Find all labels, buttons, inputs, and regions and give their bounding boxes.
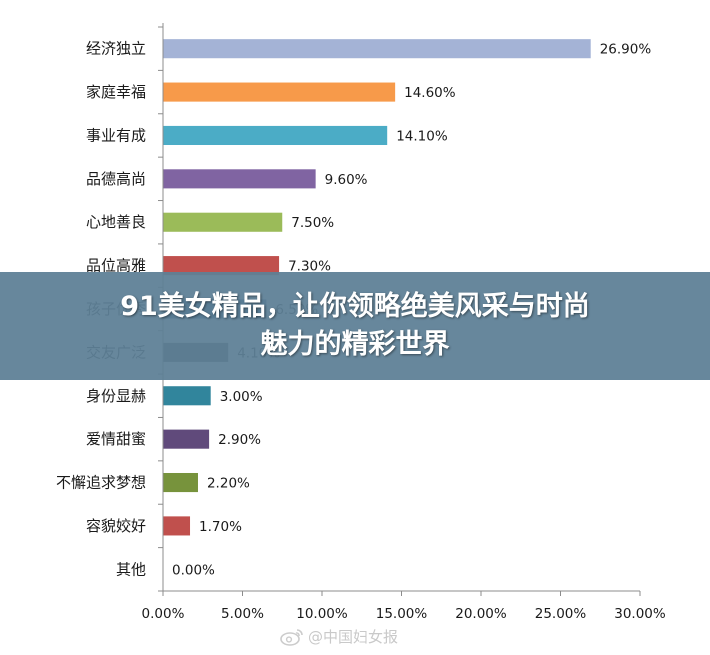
category-label: 经济独立 [86, 40, 146, 58]
watermark-text: @中国妇女报 [308, 628, 399, 646]
value-label: 26.90% [600, 42, 652, 58]
value-label: 7.30% [288, 259, 331, 275]
value-label: 3.00% [220, 389, 263, 405]
value-label: 2.90% [218, 432, 261, 448]
value-labels: 26.90%14.60%14.10%9.60%7.50%7.30%6.50%4.… [172, 42, 651, 579]
category-label: 爱情甜蜜 [86, 430, 146, 448]
value-label: 14.10% [396, 128, 448, 144]
category-label: 心地善良 [86, 213, 146, 231]
value-label: 9.60% [325, 172, 368, 188]
bar [163, 516, 191, 536]
category-label: 其他 [116, 560, 146, 578]
value-label: 7.50% [291, 215, 334, 231]
banner-line-2: 魅力的精彩世界 [260, 329, 450, 360]
category-label: 家庭幸福 [86, 83, 146, 101]
value-label: 0.00% [172, 562, 215, 578]
bar [163, 472, 198, 493]
bar [163, 82, 396, 102]
x-tick-label: 10.00% [296, 606, 348, 622]
x-tick-label: 30.00% [614, 606, 666, 622]
weibo-icon [280, 628, 303, 646]
x-tick-label: 15.00% [376, 606, 428, 622]
x-tick-label: 25.00% [535, 606, 587, 622]
bar [163, 386, 211, 406]
bar [163, 125, 388, 146]
axes: 0.00% 5.00% 10.00% 15.00% 20.00% 25.00% 30.00% [142, 23, 666, 622]
bar [163, 212, 283, 232]
value-label: 14.60% [404, 85, 456, 101]
x-tick-label: 5.00% [221, 606, 264, 622]
bar [163, 429, 210, 449]
category-label: 不懈追求梦想 [56, 474, 146, 492]
category-label: 容貌姣好 [86, 517, 146, 535]
watermark: @中国妇女报 [280, 626, 398, 647]
bar [163, 39, 591, 59]
title-banner-overlay: 91美女精品，让你领略绝美风采与时尚 魅力的精彩世界 [0, 272, 710, 380]
x-tick-label: 20.00% [455, 606, 507, 622]
category-label: 身份显赫 [86, 387, 146, 405]
bar [163, 169, 316, 189]
x-tick-label: 0.00% [142, 606, 185, 622]
category-label: 品德高尚 [86, 170, 146, 188]
category-label: 品位高雅 [86, 257, 146, 275]
value-label: 1.70% [199, 519, 242, 535]
value-label: 2.20% [207, 476, 250, 492]
bar [163, 256, 280, 276]
banner-line-1: 91美女精品，让你领略绝美风采与时尚 [120, 291, 590, 322]
category-label: 事业有成 [86, 126, 146, 144]
